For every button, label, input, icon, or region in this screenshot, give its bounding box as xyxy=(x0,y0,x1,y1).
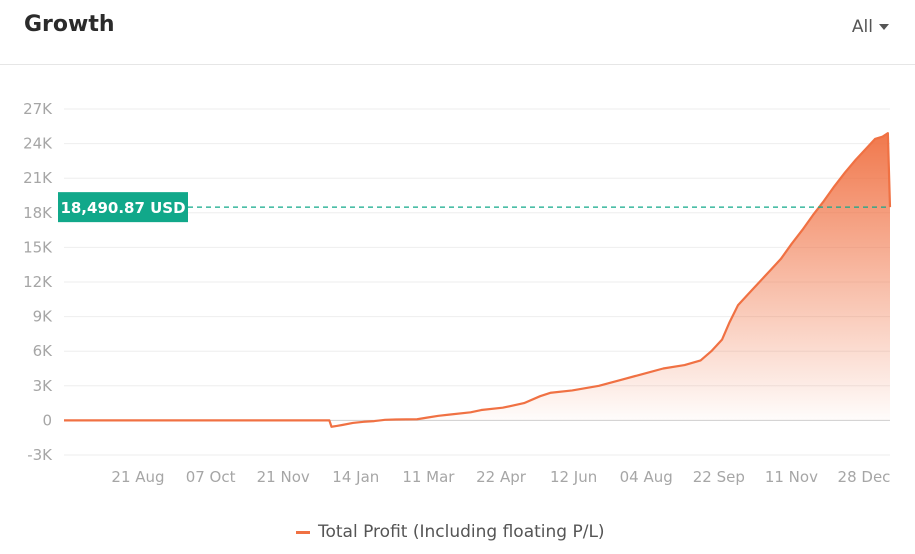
y-tick-label: 21K xyxy=(23,169,53,187)
caret-down-icon xyxy=(879,24,889,30)
y-axis: 27K 24K 21K 18K 15K 12K 9K 6K 3K 0 -3K xyxy=(23,100,53,464)
x-axis: 21 Aug 07 Oct 21 Nov 14 Jan 11 Mar 22 Apr 12 J… xyxy=(111,468,890,486)
series-layer xyxy=(64,132,892,428)
y-tick-label: 15K xyxy=(23,238,53,256)
legend-label: Total Profit (Including floating P/L) xyxy=(318,522,605,542)
x-tick-label: 07 Oct xyxy=(186,468,236,486)
chart-title: Growth xyxy=(24,12,115,37)
x-tick-label: 12 Jun xyxy=(550,468,597,486)
y-tick-label: 0 xyxy=(42,411,52,429)
period-dropdown[interactable]: All xyxy=(852,17,889,37)
chart-header: Growth All xyxy=(0,0,915,65)
x-tick-label: 11 Nov xyxy=(765,468,818,486)
y-tick-label: 27K xyxy=(23,100,53,118)
x-tick-label: 22 Sep xyxy=(693,468,745,486)
growth-chart: 27K 24K 21K 18K 15K 12K 9K 6K 3K 0 -3K 21 Aug 07 Oc… xyxy=(23,100,892,486)
y-tick-label: -3K xyxy=(27,446,53,464)
current-value-badge xyxy=(58,192,188,223)
series-area xyxy=(64,133,890,427)
y-tick-label: 12K xyxy=(23,273,53,291)
marker-layer: 18,490.87 USD xyxy=(58,192,890,223)
y-tick-label: 3K xyxy=(33,377,54,395)
legend[interactable]: Total Profit (Including floating P/L) xyxy=(296,522,605,542)
x-tick-label: 11 Mar xyxy=(402,468,455,486)
x-tick-label: 21 Nov xyxy=(257,468,310,486)
y-tick-label: 9K xyxy=(33,308,54,326)
y-tick-label: 6K xyxy=(33,342,54,360)
x-tick-label: 21 Aug xyxy=(111,468,164,486)
x-tick-label: 14 Jan xyxy=(332,468,379,486)
y-tick-label: 18K xyxy=(23,204,53,222)
period-dropdown-label: All xyxy=(851,17,873,37)
x-tick-label: 04 Aug xyxy=(620,468,673,486)
current-value-label: 18,490.87 USD xyxy=(60,199,185,217)
legend-swatch xyxy=(296,530,310,534)
y-tick-label: 24K xyxy=(23,135,53,153)
x-tick-label: 28 Dec xyxy=(838,468,891,486)
x-tick-label: 22 Apr xyxy=(476,468,527,486)
series-line xyxy=(64,132,892,428)
